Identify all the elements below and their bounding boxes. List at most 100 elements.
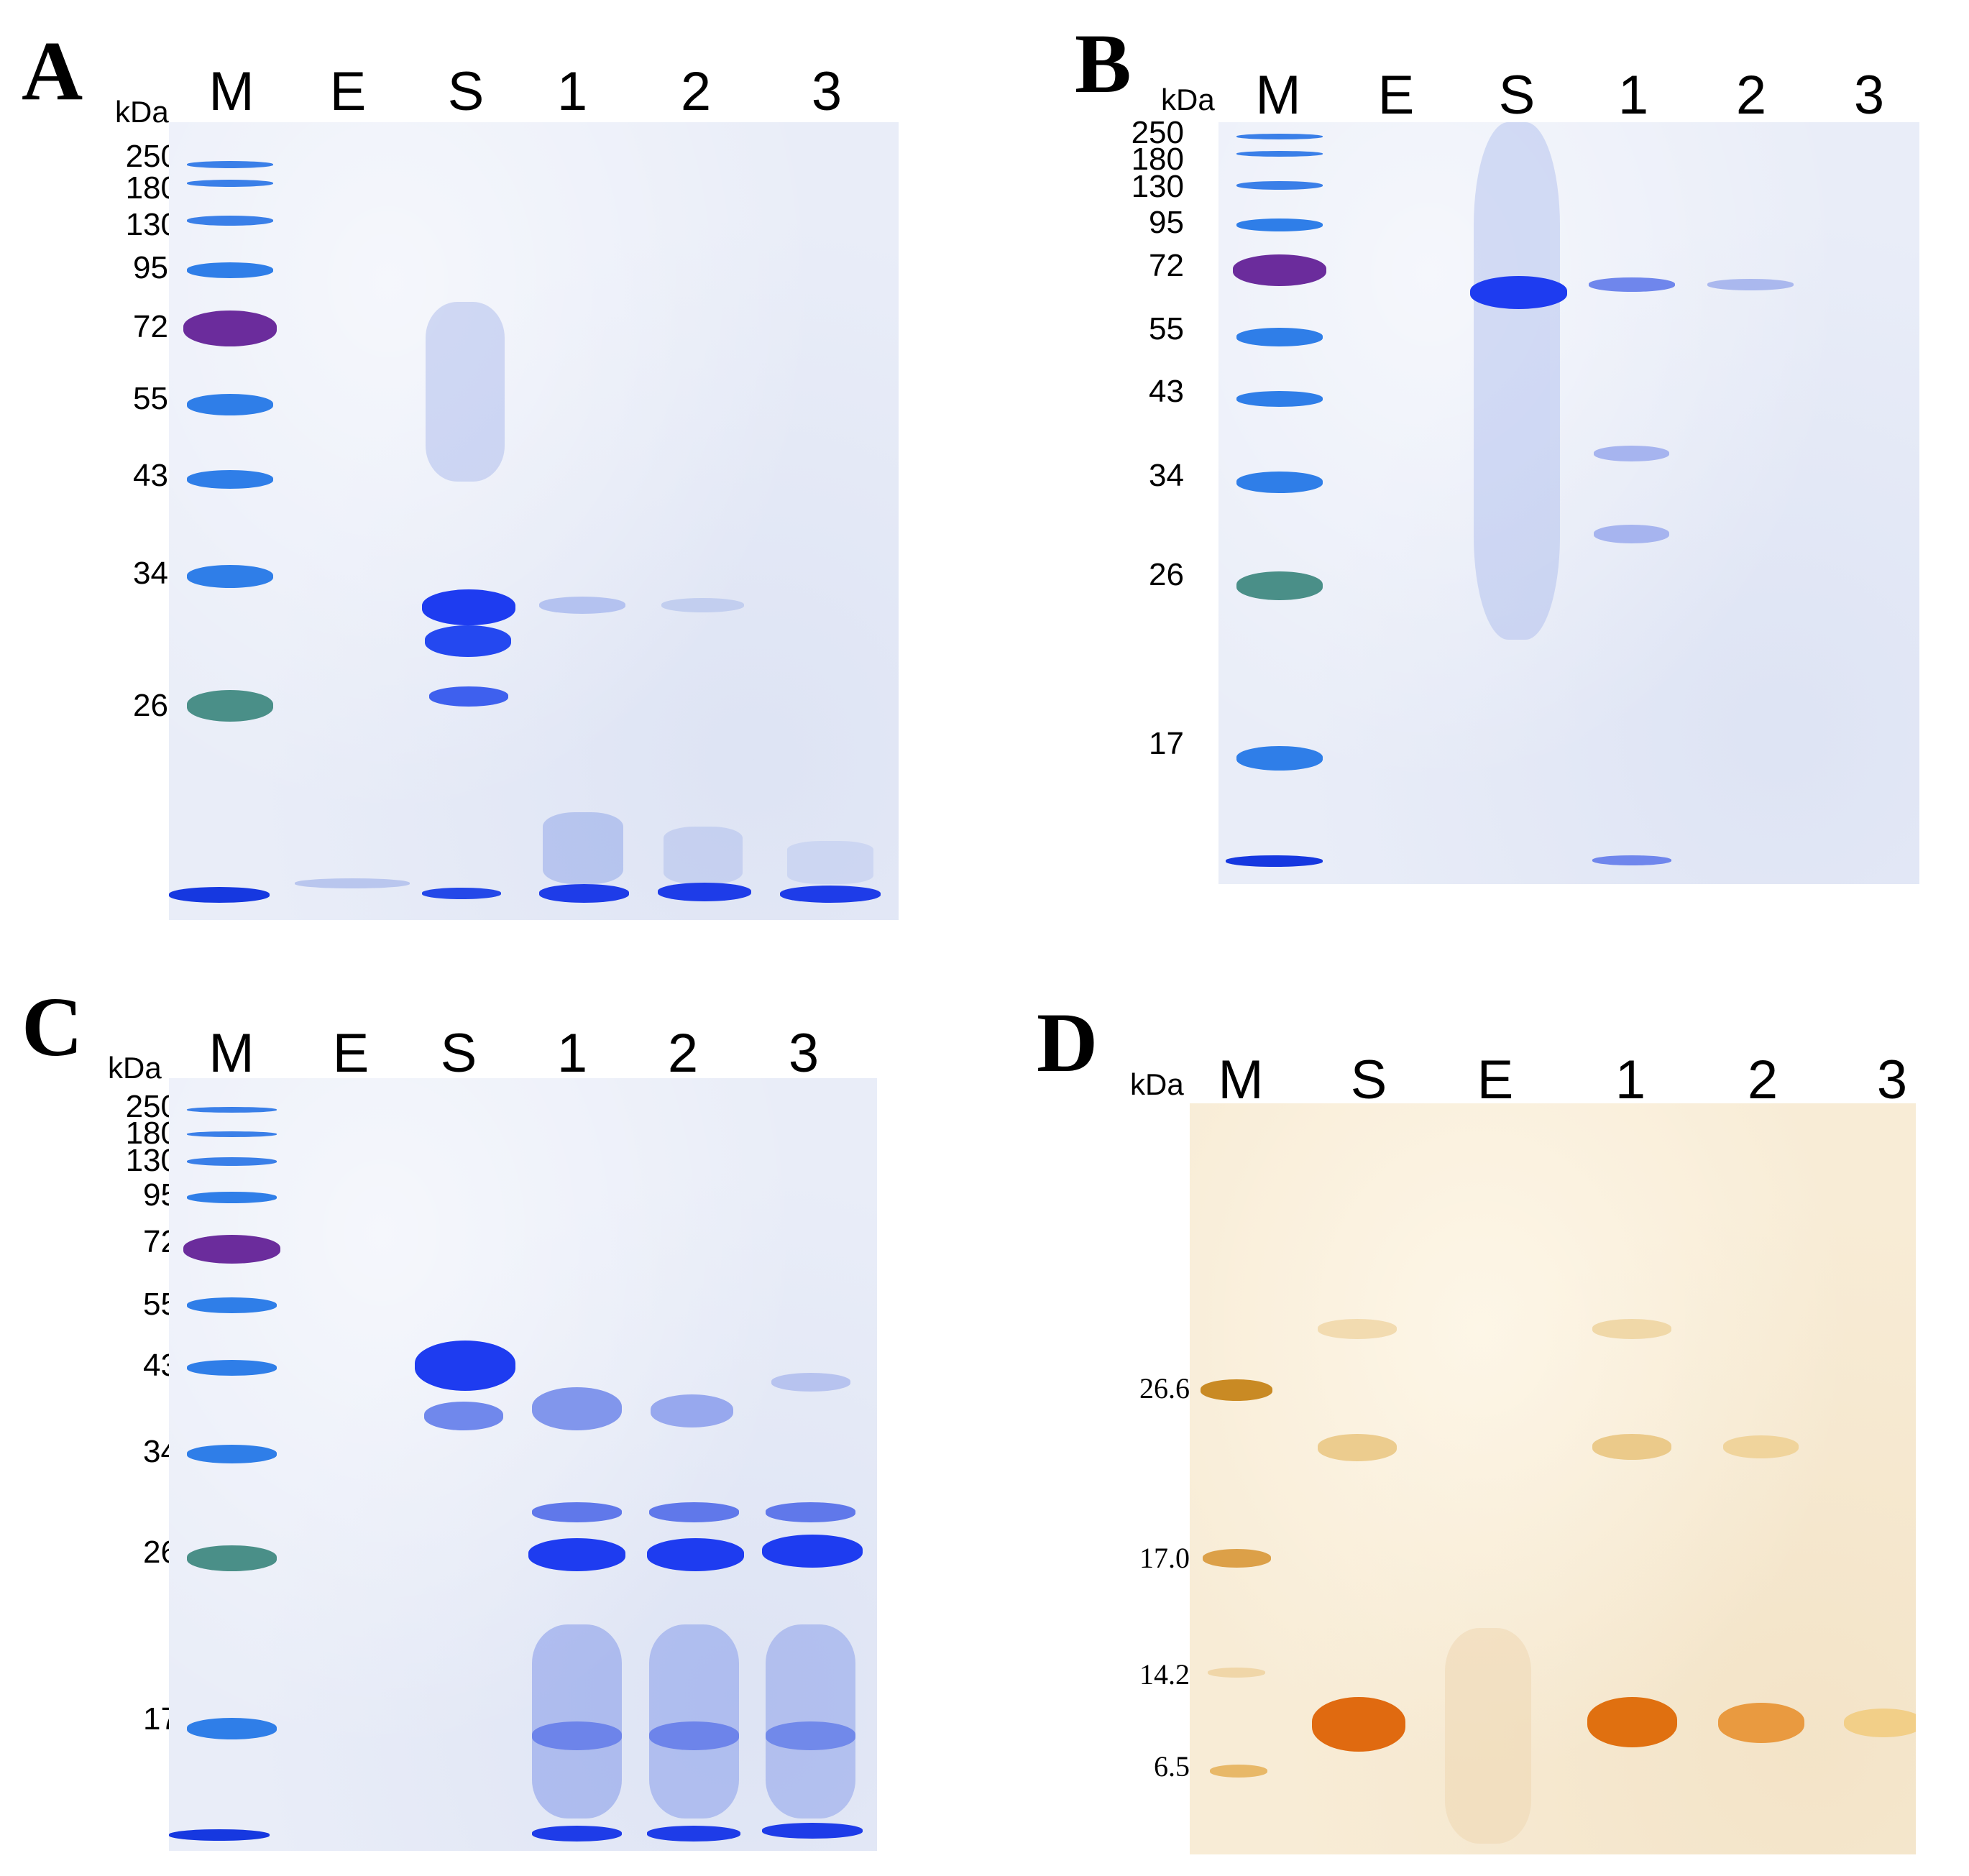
panel-d-s-band <box>1318 1319 1397 1339</box>
panel-c-marker-band <box>187 1107 277 1113</box>
panel-d-kda-label: kDa <box>1130 1067 1184 1101</box>
panel-a-marker-band <box>187 565 273 588</box>
panel-a-e-front <box>295 878 410 888</box>
panel-a-dye-front <box>169 887 270 903</box>
panel-c-3-band <box>771 1373 850 1392</box>
panel-c-lane-3: 3 <box>788 1023 820 1084</box>
panel-c-s-band <box>424 1402 503 1430</box>
panel-d-lane-m: M <box>1218 1049 1264 1111</box>
panel-d-lane-3: 3 <box>1876 1049 1908 1111</box>
panel-b-marker-band <box>1236 181 1323 190</box>
panel-c-marker-band <box>187 1297 277 1313</box>
panel-b-mw-72: 72 <box>1149 248 1184 283</box>
panel-b-lane-s: S <box>1498 65 1536 126</box>
panel-a-marker-band <box>187 690 273 722</box>
panel-b-marker-band <box>1233 254 1326 286</box>
panel-c-marker-band <box>187 1445 277 1463</box>
panel-b-2-band <box>1707 279 1794 290</box>
panel-a-mw-95: 95 <box>133 250 168 285</box>
panel-a-3-smear <box>787 841 873 884</box>
panel-b-1-front <box>1592 855 1671 865</box>
panel-b-marker-band <box>1236 391 1323 407</box>
panel-c-3-front <box>762 1823 863 1839</box>
panel-b-mw-250: 250 <box>1131 115 1184 150</box>
panel-c-lane-m: M <box>208 1023 254 1084</box>
panel-a-letter: A <box>22 24 83 118</box>
panel-a-mw-55: 55 <box>133 381 168 416</box>
panel-c-1-band <box>532 1721 622 1750</box>
panel-d-lane-e: E <box>1477 1049 1514 1111</box>
panel-b-letter: B <box>1075 17 1132 111</box>
panel-a-1-front <box>539 884 629 903</box>
panel-a-s-band <box>425 625 511 657</box>
panel-a-lane-s: S <box>447 61 485 122</box>
panel-d-mw-6-5: 6.5 <box>1154 1750 1190 1783</box>
panel-a-s-front <box>422 888 501 899</box>
panel-d-2-band <box>1718 1703 1804 1743</box>
panel-b: B kDa M E S 1 2 3 250 180 130 95 72 55 4… <box>1006 0 1969 934</box>
panel-b-marker-band <box>1236 571 1323 600</box>
panel-c-marker-band <box>187 1360 277 1376</box>
panel-b-marker-band <box>1236 151 1323 157</box>
panel-b-1-band <box>1589 277 1675 292</box>
panel-a-marker-band <box>187 470 273 489</box>
panel-a-lane-m: M <box>208 61 254 122</box>
panel-b-dye-front <box>1226 855 1323 867</box>
panel-a-kda-label: kDa <box>115 95 169 129</box>
panel-a: A kDa M E S 1 2 3 250 180 130 95 72 55 4… <box>0 0 935 934</box>
panel-c-2-band <box>649 1721 739 1750</box>
panel-c-lane-e: E <box>332 1023 370 1084</box>
panel-a-marker-band <box>183 311 277 346</box>
panel-b-mw-17: 17 <box>1149 726 1184 761</box>
panel-c-1-band <box>532 1502 622 1522</box>
panel-b-lane-m: M <box>1255 65 1301 126</box>
panel-a-1-band <box>539 597 625 614</box>
panel-a-s-band <box>429 686 508 707</box>
panel-c-marker-band <box>187 1545 277 1571</box>
panel-a-lane-2: 2 <box>680 61 712 122</box>
panel-c-marker-band <box>187 1718 277 1739</box>
panel-c-3-band <box>762 1535 863 1568</box>
panel-c-marker-band <box>187 1192 277 1203</box>
panel-c-kda-label: kDa <box>108 1051 162 1085</box>
panel-d-mw-26-6: 26.6 <box>1139 1372 1190 1404</box>
panel-c-letter: C <box>22 980 83 1074</box>
panel-c-dye-front <box>169 1829 270 1841</box>
panel-b-mw-95: 95 <box>1149 205 1184 240</box>
panel-c-s-band <box>415 1341 515 1391</box>
panel-a-1-smear <box>543 812 623 884</box>
panel-d-e-smear <box>1445 1628 1531 1844</box>
panel-b-marker-band <box>1236 219 1323 231</box>
panel-a-marker-band <box>187 161 273 168</box>
panel-b-s-band <box>1470 276 1567 309</box>
panel-b-marker-band <box>1236 472 1323 493</box>
panel-c-2-front <box>647 1826 740 1841</box>
panel-c-3-band <box>766 1721 855 1750</box>
panel-b-s-smear <box>1474 122 1560 640</box>
panel-b-1-band <box>1594 525 1669 543</box>
panel-b-lane-3: 3 <box>1853 65 1885 126</box>
panel-b-mw-34: 34 <box>1149 458 1184 493</box>
panel-c-gel <box>169 1078 877 1851</box>
panel-a-2-smear <box>664 827 743 884</box>
panel-d: D kDa M S E 1 2 3 26.6 17.0 14.2 6.5 <box>1006 956 1969 1876</box>
panel-b-mw-180: 180 <box>1131 142 1184 177</box>
panel-a-lane-e: E <box>329 61 367 122</box>
panel-d-marker-band <box>1210 1765 1267 1778</box>
panel-c-lane-s: S <box>440 1023 477 1084</box>
panel-c: C kDa M E S 1 2 3 250 180 130 95 72 55 4… <box>0 956 935 1876</box>
panel-b-mw-130: 130 <box>1131 169 1184 204</box>
panel-b-kda-label: kDa <box>1161 83 1215 116</box>
panel-d-2-band <box>1723 1435 1799 1458</box>
panel-d-s-band <box>1318 1434 1397 1461</box>
panel-d-lane-2: 2 <box>1747 1049 1778 1111</box>
panel-c-1-band <box>528 1538 625 1571</box>
panel-b-marker-band <box>1236 746 1323 771</box>
panel-d-gel <box>1190 1103 1916 1854</box>
panel-b-gel <box>1218 122 1919 884</box>
panel-d-lane-1: 1 <box>1615 1049 1646 1111</box>
panel-c-2-band <box>647 1538 744 1571</box>
panel-d-letter: D <box>1037 996 1098 1090</box>
panel-d-marker-band <box>1201 1379 1272 1401</box>
panel-d-marker-band <box>1208 1668 1265 1678</box>
